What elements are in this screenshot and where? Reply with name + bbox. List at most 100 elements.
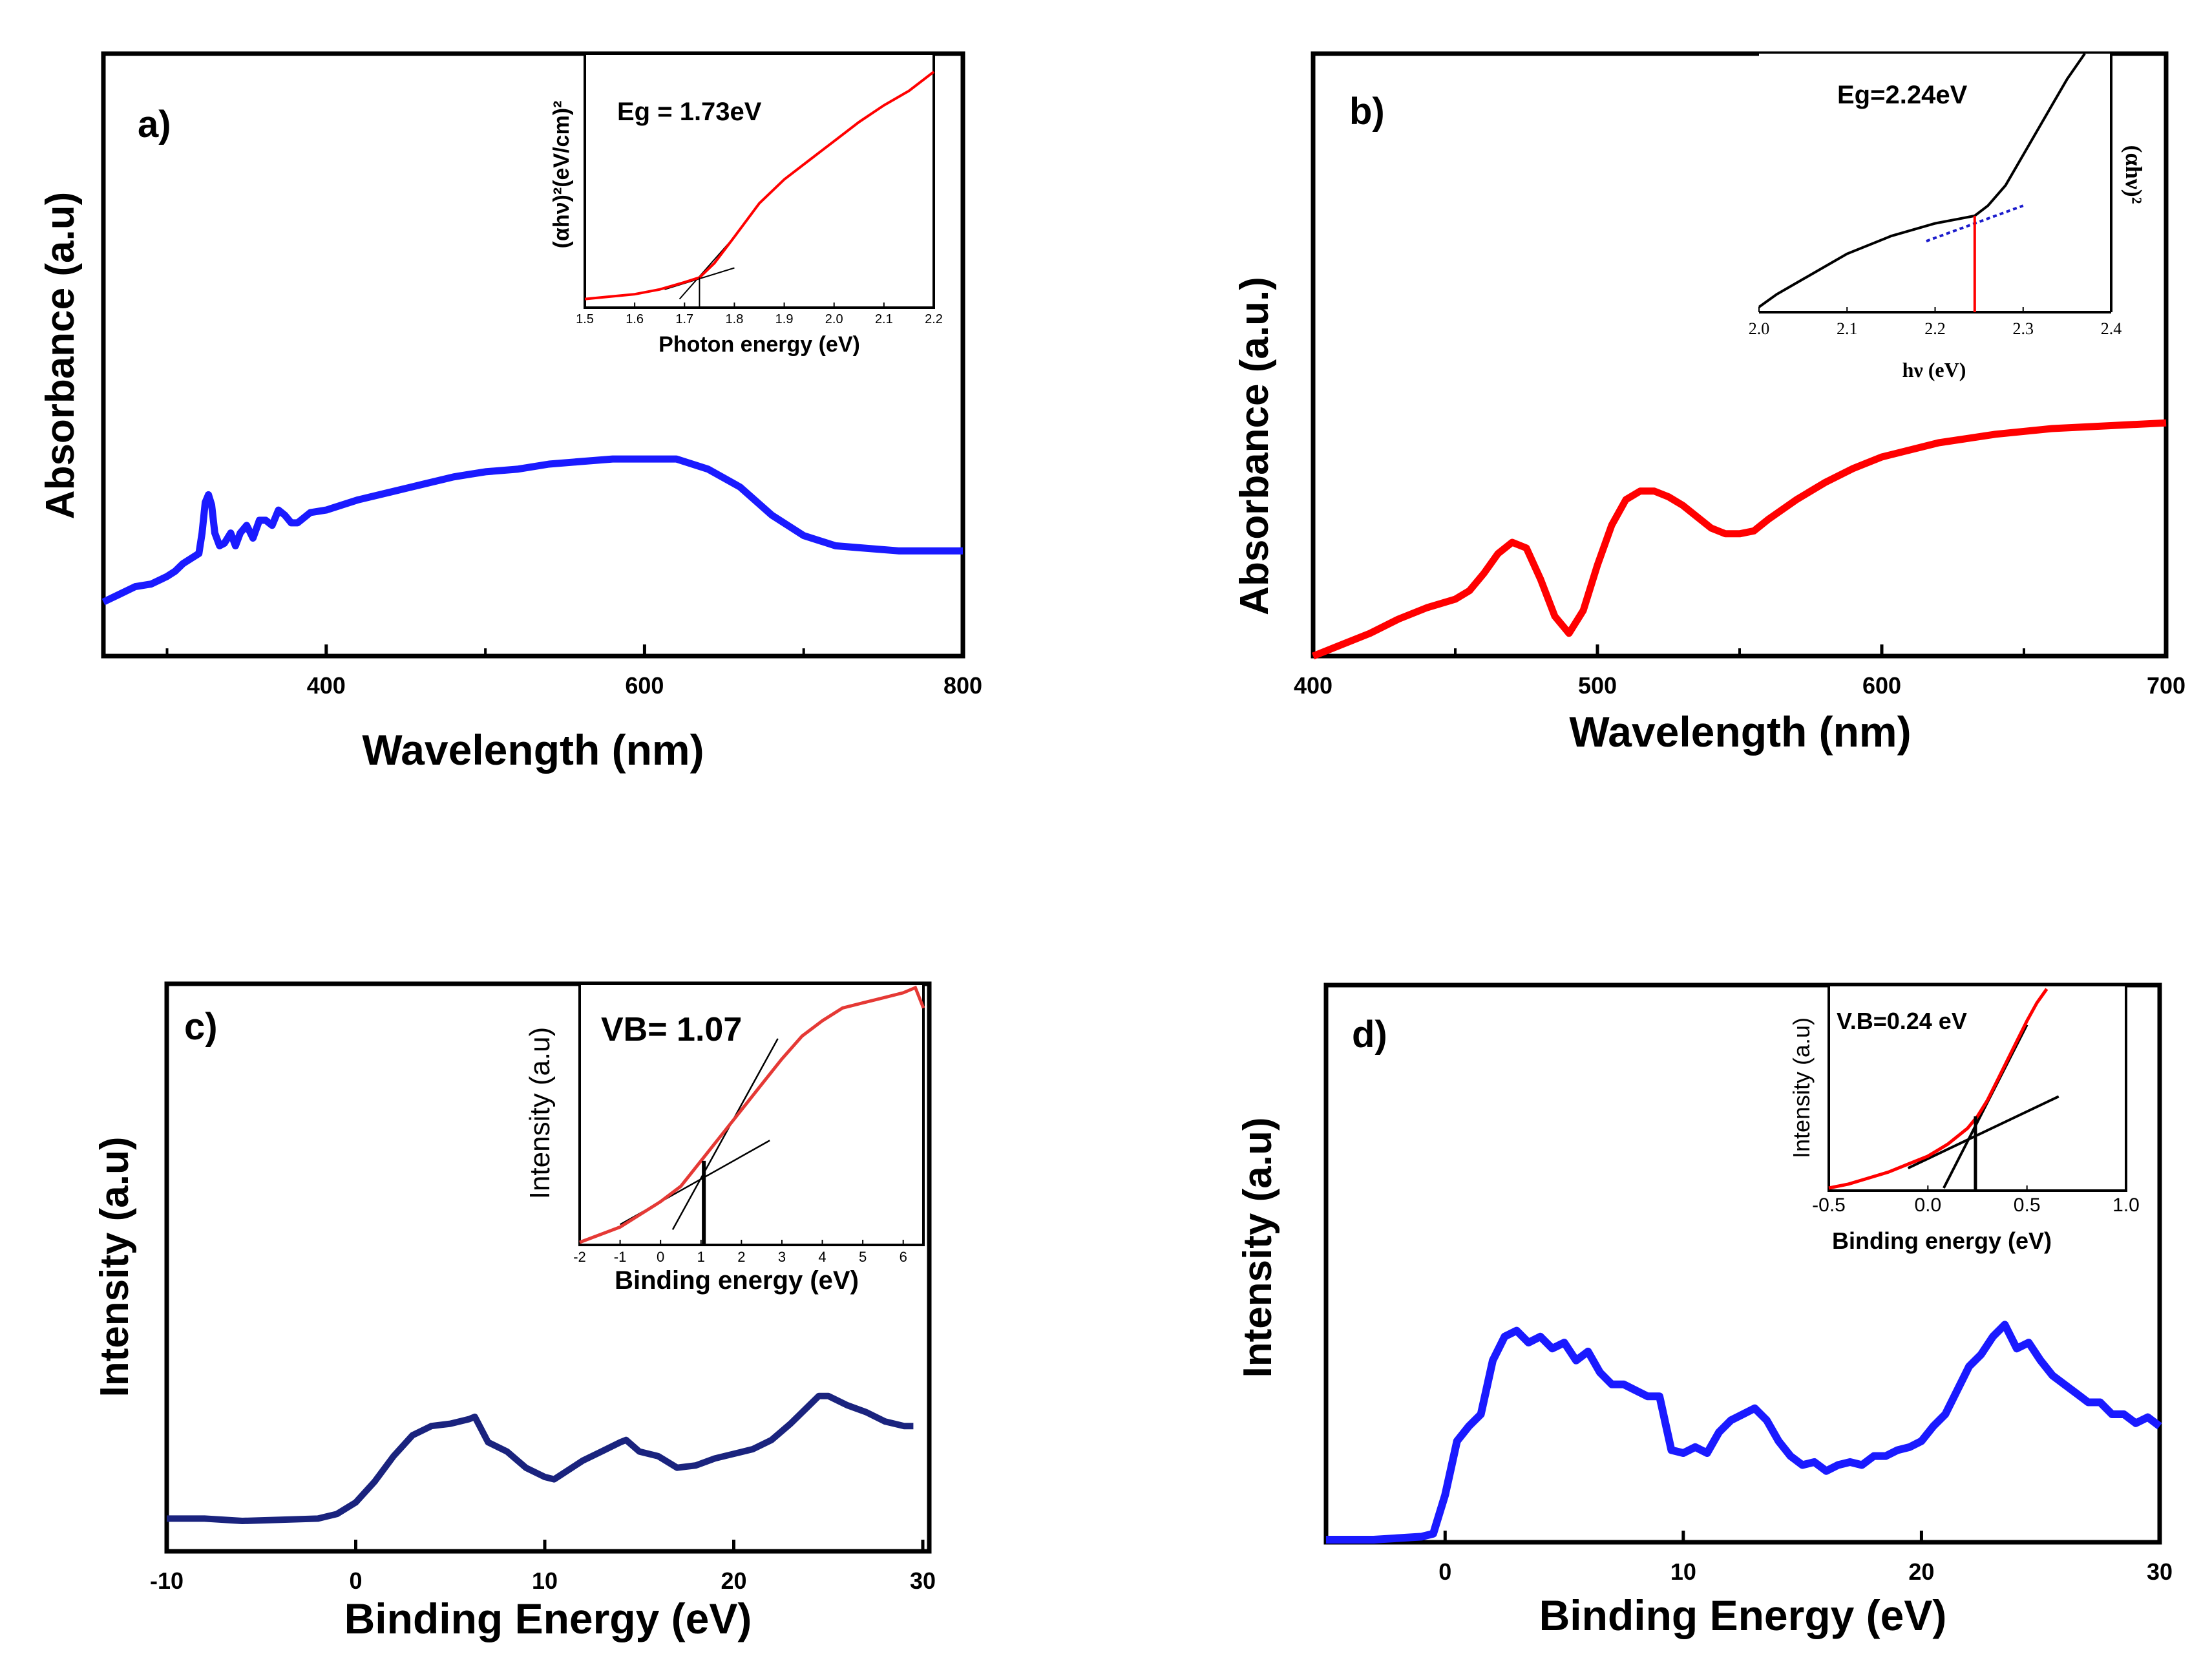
panel-ai-tick-label: 2.0 [825,312,843,326]
panel-ci-tick-label: 1 [697,1249,705,1265]
panel-a-xticks: 400 600 800 [165,644,982,699]
panel-ci-tick-label: 0 [657,1249,664,1265]
panel-bi-tick-label: 2.3 [2013,319,2034,338]
panel-b-inset-ylabel: (αhν)² [2121,145,2147,204]
panel-ai-tick-label: 1.6 [626,312,644,326]
panel-d-intensity-line [1326,1321,2162,1544]
panel-a-absorbance-line [101,455,963,606]
panel-di-tick-label: 0.0 [1914,1195,1941,1216]
panel-b: b) 400 500 600 700 Wavelength (nm) Absorban… [1232,51,2186,756]
panel-b-inset-bg [1759,54,2111,312]
panel-bi-tick-label: 2.4 [2101,319,2122,338]
panel-d-inset-xticks: -0.5 0.0 0.5 1.0 [1812,1185,2140,1216]
panel-d: d) 0 10 20 30 Binding Energy (eV) Intensity… [1236,982,2173,1639]
panel-b-inset-xlabel: hν (eV) [1902,358,1966,381]
panel-ci-tick-label: 5 [859,1249,867,1265]
panel-a-ylabel: Absorbance (a.u) [38,192,83,519]
panel-b-xlabel: Wavelength (nm) [1569,708,1911,756]
panel-b-label: b) [1349,90,1385,133]
panel-ci-tick-label: 2 [737,1249,745,1265]
panel-b-xtick-label: 700 [2147,672,2186,699]
panel-bi-tick-label: 2.1 [1837,319,1858,338]
panel-d-xticks: 0 10 20 30 [1438,1531,2173,1585]
panel-ai-tick-label: 1.7 [675,312,693,326]
panel-b-xtick-label: 600 [1862,672,1901,699]
panel-c-xticks: -10 0 10 20 30 [150,1540,936,1594]
panel-d-xtick-label: 0 [1438,1558,1451,1585]
panel-a-xtick-label: 800 [943,672,982,699]
panel-c-inset-vb-line [579,985,925,1244]
panel-ci-tick-label: -1 [614,1249,627,1265]
panel-bi-tick-label: 2.2 [1924,319,1946,338]
panel-a: a) 400 600 800 Wavelength (nm) Absorbance … [38,51,982,774]
panel-c-inset-annotation: VB= 1.07 [601,1011,742,1048]
panel-a-inset-xlabel: Photon energy (eV) [658,332,860,357]
panel-d-xtick-label: 30 [2147,1558,2173,1585]
panel-a-frame [101,51,965,659]
panel-b-inset-xticks: 2.0 2.1 2.2 2.3 2.4 [1749,307,2122,338]
panel-d-inset-ylabel: Intensity (a.u) [1788,1017,1815,1158]
panel-c-inset: -2 -1 0 1 2 3 4 5 6 VB= 1.07 Binding energy (eV)… [524,982,925,1295]
panel-c-xtick-label: 10 [532,1567,558,1594]
panel-ai-tick-label: 1.8 [726,312,744,326]
panel-ci-tick-label: 3 [778,1249,786,1265]
panel-ai-tick-label: 1.9 [775,312,794,326]
panel-a-inset-tauc-line [584,70,935,301]
panel-di-tick-label: -0.5 [1812,1195,1846,1216]
panel-di-tick-label: 1.0 [2112,1195,2140,1216]
panel-ci-tick-label: 6 [900,1249,907,1265]
panel-a-xtick-label: 400 [307,672,346,699]
panel-d-inset-vb-line [1828,988,2049,1190]
panel-d-inset-frame [1828,984,2127,1192]
panel-b-xticks: 400 500 600 700 [1294,644,2186,699]
panel-d-inset: -0.5 0.0 0.5 1.0 V.B=0.24 eV Binding energy… [1788,984,2140,1254]
panel-c-label: c) [184,1006,218,1048]
panel-d-label: d) [1352,1014,1387,1056]
panel-c-ylabel: Intensity (a.u) [92,1136,137,1397]
panel-ci-tick-label: -2 [573,1249,586,1265]
panel-c-xtick-label: 30 [910,1567,936,1594]
panel-a-inset: 1.5 1.6 1.7 1.8 1.9 2.0 2.1 2.2 Eg = 1.73eV Pho… [549,52,943,357]
panel-di-tick-label: 0.5 [2014,1195,2041,1216]
panel-c-xtick-label: 0 [349,1567,362,1594]
panel-b-ylabel: Absorbance (a.u.) [1232,277,1277,615]
panel-a-xlabel: Wavelength (nm) [362,726,704,774]
panel-a-inset-annotation: Eg = 1.73eV [617,98,762,126]
panel-d-ylabel: Intensity (a.u) [1236,1117,1280,1377]
panel-c-xlabel: Binding Energy (eV) [344,1595,752,1642]
panel-c-inset-tangent-line [671,1038,779,1230]
panel-d-inset-annotation: V.B=0.24 eV [1837,1008,1967,1034]
panel-a-inset-frame [584,52,935,309]
panel-c-inset-frame [578,982,925,1246]
panel-c-inset-xticks: -2 -1 0 1 2 3 4 5 6 [573,1240,907,1265]
panel-c-inset-xlabel: Binding energy (eV) [615,1266,859,1295]
panel-a-inset-ylabel: (αhν)²(eV/cm)² [549,101,574,249]
panel-ai-tick-label: 2.1 [875,312,893,326]
panel-b-inset-tauc-line [1758,52,2086,308]
panel-bi-tick-label: 2.0 [1749,319,1770,338]
panel-b-xtick-label: 500 [1578,672,1617,699]
panel-ci-tick-label: 4 [818,1249,826,1265]
panel-d-xtick-label: 20 [1908,1558,1934,1585]
panel-c-intensity-line [167,1392,914,1524]
panel-d-inset-baseline-line [1907,1095,2059,1170]
panel-d-xtick-label: 10 [1670,1558,1696,1585]
panel-b-inset-annotation: Eg=2.24eV [1837,81,1968,109]
panel-a-inset-xticks: 1.5 1.6 1.7 1.8 1.9 2.0 2.1 2.2 [576,303,943,326]
panel-c-xtick-label: -10 [150,1567,184,1594]
panel-d-inset-xlabel: Binding energy (eV) [1832,1227,2052,1254]
panel-b-xtick-label: 400 [1294,672,1332,699]
panel-c-xtick-label: 20 [721,1567,746,1594]
panel-ai-tick-label: 2.2 [925,312,943,326]
panel-b-absorbance-line [1311,419,2167,660]
panel-a-xtick-label: 600 [625,672,664,699]
panel-a-label: a) [138,103,171,145]
panel-ai-tick-label: 1.5 [576,312,594,326]
panel-c: c) -10 0 10 20 30 Binding Energy (eV) Intens… [92,981,936,1642]
panel-d-xlabel: Binding Energy (eV) [1539,1591,1947,1639]
panel-c-frame [164,981,932,1554]
panel-c-inset-ylabel: Intensity (a.u) [524,1027,556,1200]
panel-d-frame [1323,982,2162,1545]
panel-b-inset: 2.0 2.1 2.2 2.3 2.4 Eg=2.24eV hν (eV) (αhν)² [1749,52,2147,381]
